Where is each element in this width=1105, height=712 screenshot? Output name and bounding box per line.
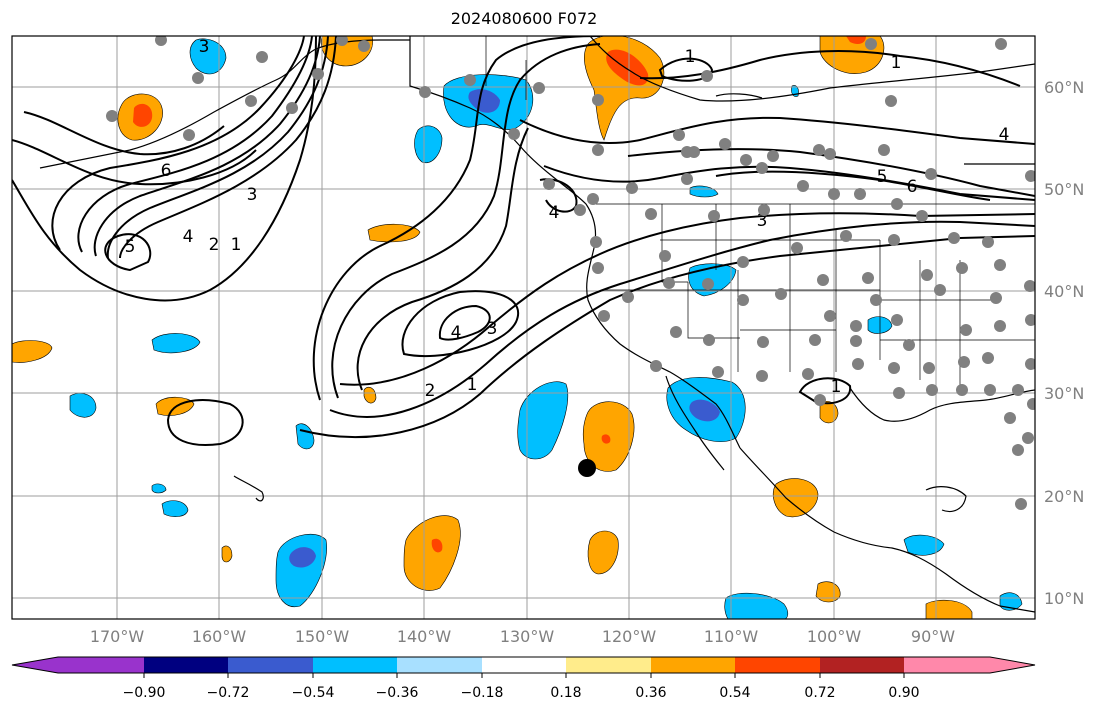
contour-label: 3	[757, 211, 768, 231]
contour-label: 1	[831, 377, 842, 397]
colorbar-segment	[735, 657, 820, 673]
colorbar-segment	[820, 657, 904, 673]
colorbar-tick-label: 0.90	[888, 685, 919, 701]
lon-label: 140°W	[397, 627, 452, 646]
isolines	[12, 36, 1035, 446]
colorbar-segment	[566, 657, 651, 673]
contour-label: 1	[231, 235, 242, 255]
warm-anomaly	[221, 545, 233, 563]
contour-label: 2	[425, 381, 436, 401]
contour-label: 3	[247, 185, 258, 205]
state-borders	[485, 36, 1035, 390]
colorbar-segment	[144, 657, 228, 673]
colorbar-segment	[397, 657, 482, 673]
contour-label: 1	[467, 375, 478, 395]
contour-label: 5	[125, 237, 136, 257]
map-area: 3 1 6 5 4 2 1 3 4 1 2 3 4 3 6 5 4 1 1	[12, 36, 1035, 619]
contour-label: 3	[199, 37, 210, 57]
colorbar-tick-label: −0.36	[376, 685, 419, 701]
cold-anomaly	[151, 483, 167, 494]
cold-anomaly	[189, 38, 227, 75]
lon-label: 110°W	[704, 627, 759, 646]
warm-anomaly	[363, 386, 377, 404]
latitude-labels: 60°N 50°N 40°N 30°N 20°N 10°N	[1044, 78, 1084, 608]
warm-anomaly	[583, 36, 665, 141]
colorbar-lower-extend	[12, 657, 58, 673]
longitude-labels: 170°W 160°W 150°W 140°W 130°W 120°W 110°…	[90, 627, 955, 646]
colorbar-segment	[228, 657, 313, 673]
lon-label: 130°W	[500, 627, 555, 646]
colorbar-tick-label: −0.54	[292, 685, 335, 701]
location-marker	[578, 459, 596, 477]
cold-anomaly	[151, 333, 201, 354]
cold-anomaly	[414, 125, 443, 164]
lat-label: 60°N	[1044, 78, 1084, 97]
colorbar-segment	[651, 657, 735, 673]
contour-label: 6	[907, 177, 918, 197]
colorbar-upper-extend	[990, 657, 1035, 673]
contour-label: 2	[209, 235, 220, 255]
lat-label: 30°N	[1044, 384, 1084, 403]
lat-label: 10°N	[1044, 589, 1084, 608]
lat-label: 50°N	[1044, 180, 1084, 199]
contour-label: 1	[891, 53, 902, 73]
cold-anomaly	[999, 592, 1023, 611]
contour-label: 4	[999, 125, 1010, 145]
colorbar-tick-label: 0.18	[550, 685, 581, 701]
contour-label: 5	[877, 167, 888, 187]
colorbar-segment	[313, 657, 397, 673]
contour-label: 4	[183, 227, 194, 247]
lat-label: 20°N	[1044, 487, 1084, 506]
warm-anomaly	[925, 599, 973, 619]
cold-anomaly	[724, 592, 789, 619]
contour-label: 3	[487, 319, 498, 339]
colorbar-tick-label: 0.54	[719, 685, 750, 701]
lon-label: 90°W	[911, 627, 955, 646]
colorbar-tick-label: −0.90	[123, 685, 166, 701]
contour-label: 1	[685, 47, 696, 67]
map-frame	[11, 35, 1036, 620]
lon-label: 170°W	[90, 627, 145, 646]
lat-label: 40°N	[1044, 282, 1084, 301]
map-title: 2024080600 F072	[450, 9, 598, 28]
contour-label: 6	[161, 161, 172, 181]
warm-anomaly	[12, 340, 53, 363]
colorbar-tick-label: −0.72	[207, 685, 250, 701]
colorbar-outline	[11, 656, 1036, 674]
colorbar-segment	[58, 657, 144, 673]
lon-label: 150°W	[295, 627, 350, 646]
colorbar: −0.90 −0.72 −0.54 −0.36 −0.18 0.18 0.36 …	[11, 656, 1036, 701]
contour-label: 4	[451, 323, 462, 343]
warm-anomaly	[367, 223, 421, 243]
warm-anomaly	[403, 515, 461, 591]
lon-label: 120°W	[602, 627, 657, 646]
lon-label: 160°W	[192, 627, 247, 646]
warm-anomaly	[587, 530, 619, 575]
lon-label: 100°W	[807, 627, 862, 646]
colorbar-tick-label: 0.72	[804, 685, 835, 701]
colorbar-segment	[482, 657, 566, 673]
colorbar-segment	[904, 657, 990, 673]
colorbar-tick-label: −0.18	[461, 685, 504, 701]
colorbar-tick-label: 0.36	[635, 685, 666, 701]
cold-anomaly	[903, 534, 945, 556]
anomaly-fills	[12, 36, 1023, 619]
contour-label: 4	[549, 203, 560, 223]
cold-anomaly	[517, 381, 569, 460]
cold-anomaly	[161, 500, 189, 517]
warm-anomaly	[773, 478, 819, 518]
contour-labels: 3 1 6 5 4 2 1 3 4 1 2 3 4 3 6 5 4 1 1	[125, 37, 1010, 401]
station-markers	[106, 36, 1035, 510]
coastlines	[39, 36, 1035, 613]
graticule	[12, 36, 1035, 619]
